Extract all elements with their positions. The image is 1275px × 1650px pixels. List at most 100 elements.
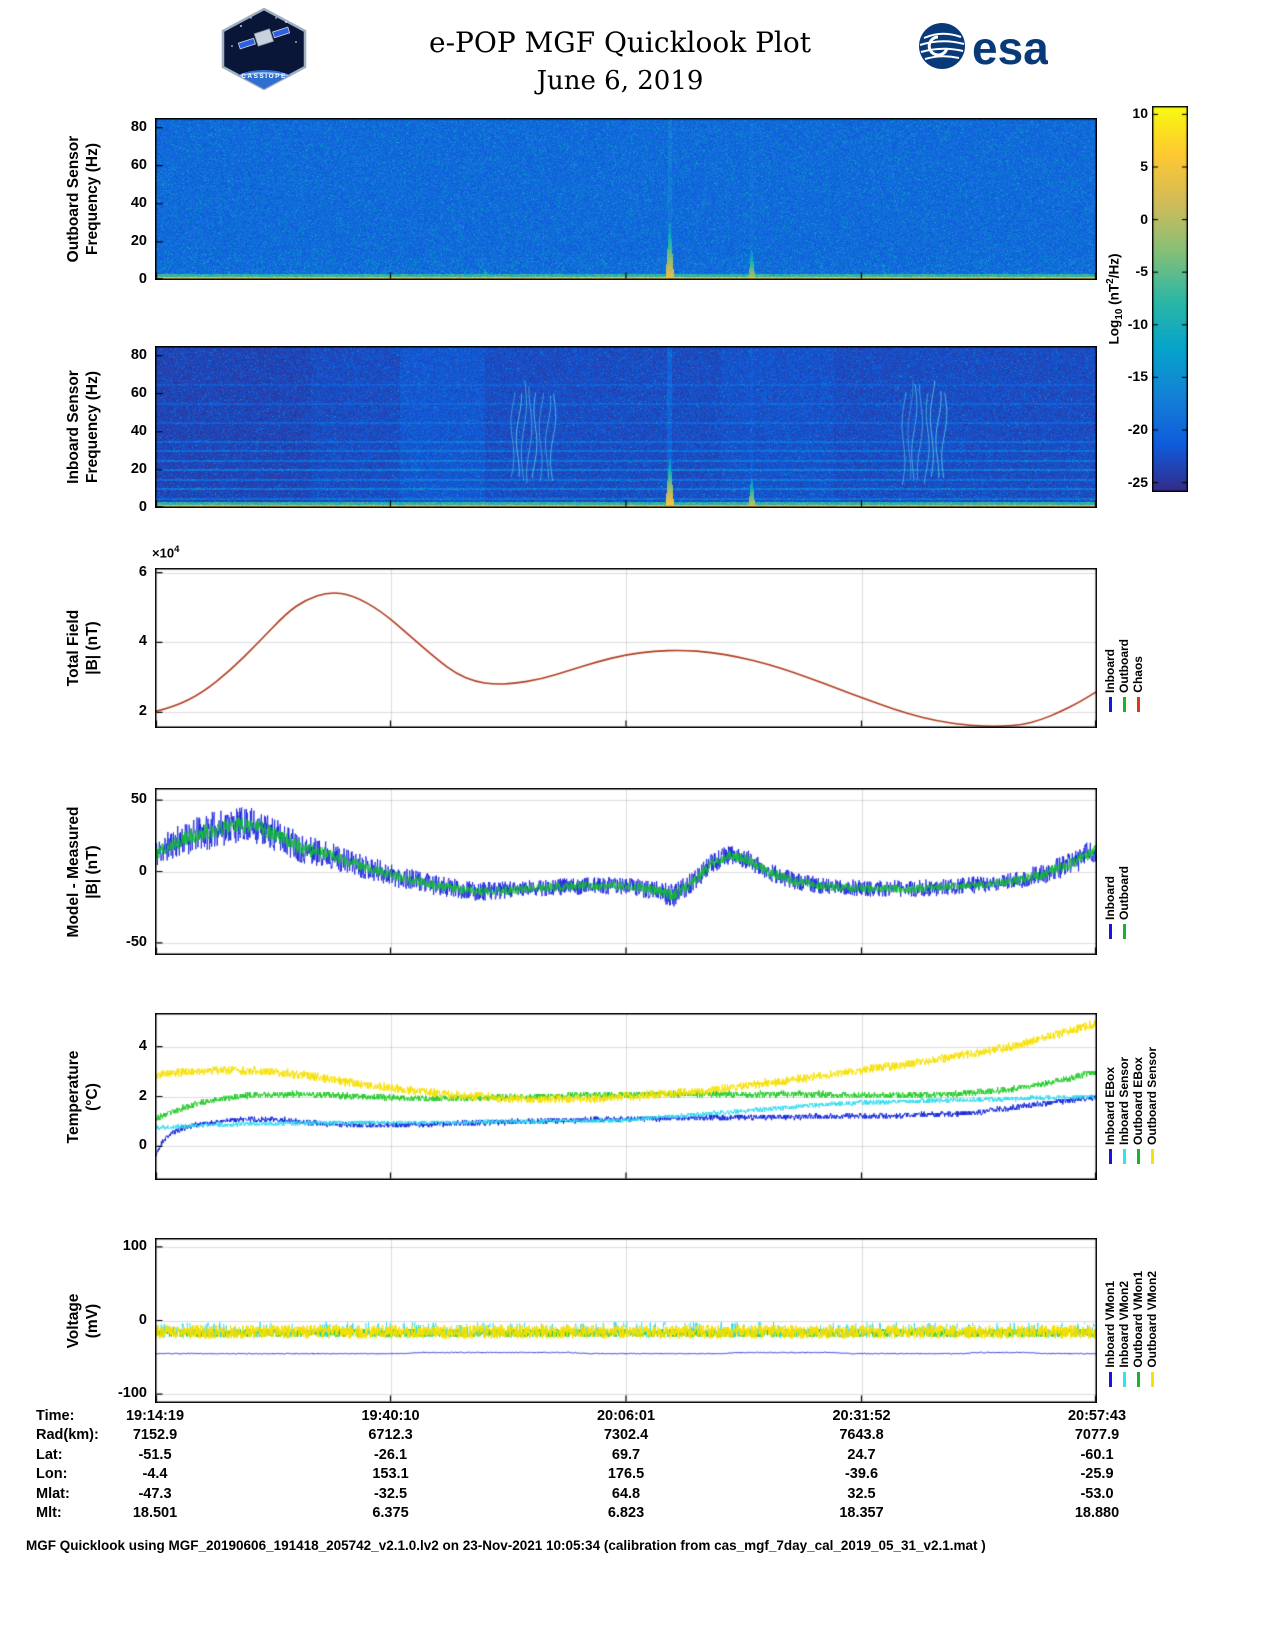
- y-tick-label: 60: [130, 384, 147, 401]
- y-tick-label: 20: [130, 460, 147, 477]
- legend-entry: Inboard VMon2: [1117, 1281, 1131, 1387]
- exponent-power: 4: [174, 544, 180, 555]
- colorbar-unit-label-part: 2: [1105, 278, 1116, 284]
- colorbar: [1152, 106, 1188, 492]
- table-row-label: Lat:: [36, 1446, 63, 1463]
- y-tick-label: 100: [122, 1237, 147, 1254]
- footer-caption: MGF Quicklook using MGF_20190606_191418_…: [26, 1538, 986, 1553]
- legend-voltage: Inboard VMon1 Inboard VMon2 Outboard VMon1…: [1103, 1238, 1159, 1403]
- table-cell: -39.6: [844, 1466, 879, 1483]
- panel-total_field: [155, 568, 1097, 728]
- table-cell: -51.5: [138, 1446, 172, 1463]
- legend-label: Chaos: [1131, 656, 1145, 693]
- y-tick-label: 4: [138, 1037, 147, 1054]
- panel-temperature: [155, 1013, 1097, 1180]
- colorbar-unit-label: Log10 (nT2/Hz): [1105, 189, 1126, 409]
- y-tick-label: 40: [130, 422, 147, 439]
- y-tick-label: 0: [138, 271, 147, 287]
- panel-inboard_spectrogram: [155, 346, 1097, 508]
- legend-label: Outboard: [1117, 639, 1131, 693]
- colorbar-unit-label-part: (nT: [1106, 283, 1122, 309]
- table-cell: 176.5: [607, 1466, 645, 1483]
- legend-entry: Outboard: [1117, 866, 1131, 939]
- table-cell: 24.7: [847, 1446, 876, 1463]
- colorbar-tick-label: 5: [1140, 158, 1148, 174]
- legend-model_measured: Inboard Outboard: [1103, 788, 1131, 955]
- table-cell: 69.7: [611, 1446, 641, 1463]
- cassiope-logo: CASSIOPE: [221, 7, 307, 91]
- y-tick-label: 0: [138, 1137, 147, 1154]
- legend-entry: Outboard EBox: [1131, 1057, 1145, 1164]
- y-tick-label: 0: [138, 862, 147, 879]
- y-tick-label: 0: [138, 1311, 147, 1328]
- table-cell: 18.880: [1074, 1505, 1120, 1521]
- legend-label: Inboard VMon1: [1103, 1281, 1117, 1368]
- table-row-label: Mlt:: [36, 1505, 62, 1521]
- legend-label: Outboard: [1117, 866, 1131, 920]
- legend-entry: Inboard VMon1: [1103, 1281, 1117, 1387]
- y-tick-label: -100: [117, 1385, 147, 1402]
- y-tick-label: 40: [130, 194, 147, 211]
- table-cell: 7077.9: [1074, 1427, 1120, 1444]
- panel-model_measured: [155, 788, 1097, 955]
- stars: [231, 17, 297, 47]
- y-tick-label: -50: [126, 933, 147, 950]
- table-cell: -26.1: [373, 1446, 408, 1463]
- y-tick-label: 6: [138, 563, 147, 580]
- colorbar-tick-label: -5: [1135, 263, 1148, 280]
- legend-mark: [1122, 1372, 1126, 1387]
- table-cell: 18.501: [132, 1505, 178, 1521]
- cassiope-logo-text: CASSIOPE: [241, 73, 287, 80]
- legend-label: Outboard Sensor: [1145, 1046, 1159, 1145]
- legend-label: Inboard EBox: [1103, 1066, 1117, 1145]
- figure-title: e-POP MGF Quicklook Plot: [429, 26, 811, 59]
- colorbar-unit-label-part: /Hz): [1106, 253, 1122, 279]
- esa-logo: esa: [919, 22, 1048, 74]
- legend-entry: Inboard: [1103, 876, 1117, 939]
- colorbar-unit-label-part: 10: [1114, 308, 1126, 320]
- legend-mark: [1122, 924, 1126, 939]
- colorbar-unit-label-part: Log: [1106, 319, 1122, 345]
- legend-label: Inboard: [1103, 876, 1117, 920]
- table-cell: 64.8: [611, 1485, 641, 1502]
- colorbar-tick-label: -25: [1127, 473, 1148, 490]
- table-cell: 6.375: [372, 1505, 409, 1521]
- y-tick-label: 80: [130, 346, 147, 363]
- colorbar-tick-label: -20: [1127, 420, 1148, 437]
- panel-outboard_spectrogram: [155, 118, 1097, 280]
- legend-mark: [1136, 1149, 1140, 1164]
- legend-mark: [1150, 1372, 1154, 1387]
- y-tick-label: 2: [138, 1087, 147, 1104]
- satellite-icon: [237, 26, 291, 50]
- table-row-label: Time:: [36, 1408, 75, 1424]
- y-tick-label: 2: [138, 703, 147, 720]
- legend-entry: Outboard VMon2: [1145, 1271, 1159, 1387]
- legend-total_field: Inboard Outboard Chaos: [1103, 568, 1145, 728]
- legend-entry: Outboard: [1117, 639, 1131, 712]
- y-tick-label: 0: [138, 499, 147, 515]
- legend-entry: Inboard: [1103, 649, 1117, 712]
- table-cell: -4.4: [142, 1466, 168, 1483]
- y-tick-label: 20: [130, 232, 147, 249]
- colorbar-tick-label: 10: [1132, 105, 1148, 122]
- y-tick-label: 4: [138, 633, 147, 650]
- table-cell: 32.5: [847, 1485, 876, 1502]
- legend-entry: Outboard VMon1: [1131, 1271, 1145, 1387]
- colorbar-tick-label: -10: [1127, 315, 1148, 332]
- table-cell: 20:06:01: [596, 1408, 656, 1424]
- legend-mark: [1108, 924, 1112, 939]
- legend-entry: Inboard Sensor: [1117, 1057, 1131, 1164]
- table-cell: 19:14:19: [125, 1408, 185, 1424]
- table-cell: -47.3: [138, 1485, 172, 1502]
- legend-mark: [1136, 1372, 1140, 1387]
- table-row-label: Mlat:: [36, 1485, 70, 1502]
- legend-label: Inboard: [1103, 649, 1117, 693]
- table-row-label: Lon:: [36, 1466, 68, 1483]
- table-cell: 20:57:43: [1067, 1408, 1127, 1424]
- legend-label: Outboard VMon2: [1145, 1271, 1159, 1368]
- table-cell: 19:40:10: [361, 1408, 420, 1424]
- legend-mark: [1136, 697, 1140, 712]
- colorbar-tick-label: 0: [1140, 210, 1148, 227]
- table-cell: 6712.3: [368, 1427, 413, 1444]
